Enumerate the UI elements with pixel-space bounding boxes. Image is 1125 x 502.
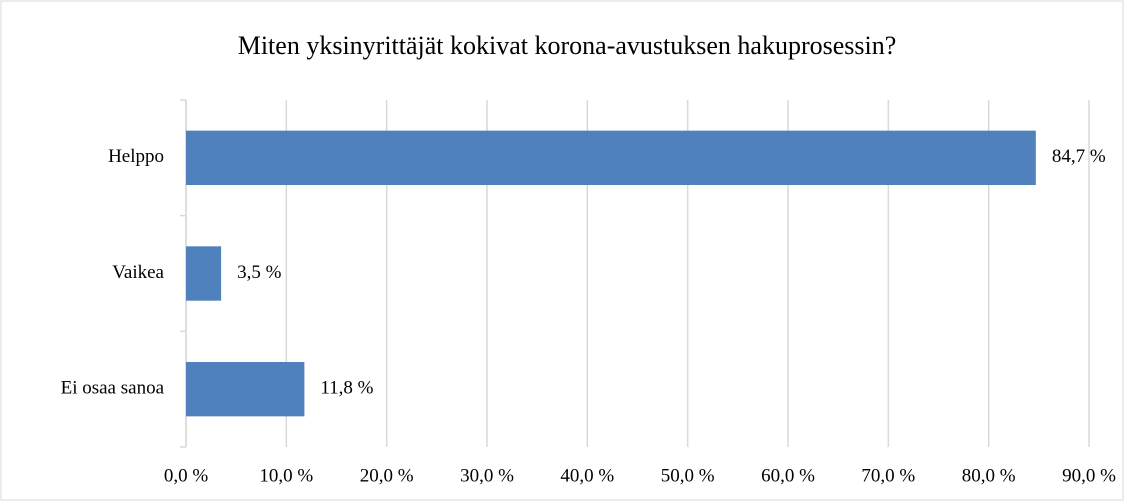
x-tick-label: 40,0 % xyxy=(560,465,614,486)
chart-title: Miten yksinyrittäjät kokivat korona-avus… xyxy=(238,31,897,60)
bar xyxy=(186,130,1036,186)
y-tick-label: Vaikea xyxy=(112,262,164,283)
x-tick-label: 90,0 % xyxy=(1062,465,1116,486)
x-tick-label: 80,0 % xyxy=(962,465,1016,486)
bar xyxy=(186,246,222,301)
x-tick-label: 60,0 % xyxy=(761,465,815,486)
x-tick-label: 30,0 % xyxy=(460,465,514,486)
value-label: 3,5 % xyxy=(237,262,282,283)
y-tick-label: Helppo xyxy=(108,146,164,167)
x-tick-label: 50,0 % xyxy=(661,465,715,486)
x-tick-label: 70,0 % xyxy=(861,465,915,486)
x-tick-label: 0,0 % xyxy=(164,465,209,486)
bar xyxy=(186,361,305,417)
x-tick-label: 20,0 % xyxy=(360,465,414,486)
value-label: 11,8 % xyxy=(320,378,373,399)
x-tick-label: 10,0 % xyxy=(259,465,313,486)
y-tick-label: Ei osaa sanoa xyxy=(61,378,165,399)
value-label: 84,7 % xyxy=(1052,146,1106,167)
